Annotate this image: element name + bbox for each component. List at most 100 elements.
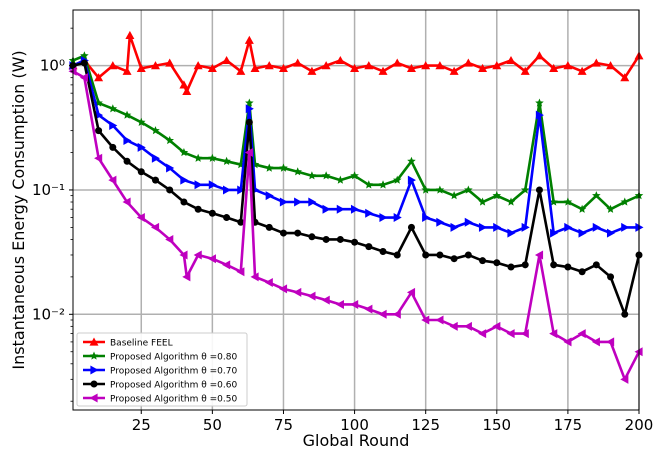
data-point: [478, 222, 488, 232]
data-point: [365, 208, 374, 218]
data-point: [449, 321, 458, 331]
x-tick-label: 100: [340, 416, 369, 434]
x-tick-label: 175: [554, 416, 583, 434]
data-point: [279, 229, 287, 237]
series-group: [68, 30, 644, 96]
data-point: [182, 86, 192, 96]
data-point: [577, 329, 586, 339]
data-point: [293, 287, 302, 297]
data-point: [151, 176, 159, 184]
data-point: [449, 66, 459, 75]
data-point: [108, 61, 118, 70]
x-axis-ticks: 25 50 75 100 125 150 175 200: [132, 410, 653, 434]
data-point: [222, 156, 231, 165]
data-point: [620, 374, 629, 384]
data-point: [534, 250, 544, 260]
y-tick-label: 10⁻¹: [32, 181, 65, 199]
data-point: [422, 251, 430, 259]
series-line: [72, 34, 641, 93]
data-point: [450, 255, 458, 263]
data-point: [549, 63, 559, 72]
data-point: [421, 61, 431, 70]
data-point: [392, 309, 401, 319]
data-point: [293, 58, 303, 67]
data-point: [563, 61, 573, 70]
data-point: [336, 175, 345, 184]
data-point: [577, 204, 587, 213]
plot-series: [68, 30, 644, 384]
data-point: [321, 295, 330, 305]
legend-box: [76, 332, 248, 407]
data-point: [350, 63, 360, 72]
data-point: [109, 120, 118, 130]
data-point: [193, 250, 202, 260]
data-point: [137, 142, 146, 152]
data-point: [535, 98, 544, 107]
data-point: [108, 175, 117, 185]
y-tick-label: 10⁻²: [32, 305, 65, 323]
data-point: [406, 63, 416, 72]
data-point: [123, 157, 131, 165]
data-point: [194, 180, 203, 190]
data-point: [278, 284, 288, 294]
legend-marker: [90, 380, 98, 388]
data-point: [180, 198, 188, 206]
data-point: [406, 287, 416, 297]
data-point: [150, 222, 160, 232]
data-point: [578, 268, 586, 276]
data-point: [393, 213, 402, 223]
data-point: [421, 315, 430, 325]
data-point: [606, 61, 616, 70]
data-point: [591, 58, 601, 67]
x-tick-label: 75: [274, 416, 293, 434]
data-point: [308, 197, 317, 207]
data-point: [244, 35, 254, 44]
legend-label: Proposed Algorithm θ =0.80: [110, 353, 237, 363]
data-point: [364, 180, 374, 189]
data-point: [307, 66, 317, 75]
data-point: [321, 61, 331, 70]
data-point: [95, 127, 103, 135]
data-point: [506, 197, 516, 206]
data-point: [549, 329, 558, 339]
data-point: [365, 243, 373, 251]
series-group: [68, 51, 644, 213]
data-point: [621, 222, 630, 232]
data-point: [549, 197, 558, 206]
data-point: [393, 251, 401, 259]
data-point: [122, 110, 132, 119]
data-point: [179, 148, 189, 157]
data-point: [534, 51, 544, 60]
data-point: [137, 168, 145, 176]
series-group: [69, 59, 643, 318]
data-point: [463, 58, 473, 67]
x-tick-label: 150: [482, 416, 511, 434]
data-point: [109, 143, 117, 151]
data-point: [350, 299, 359, 309]
data-point: [591, 337, 600, 347]
data-point: [245, 118, 253, 126]
series-line: [72, 61, 641, 316]
data-point: [592, 261, 600, 269]
legend-label: Proposed Algorithm θ =0.60: [110, 381, 237, 391]
series-line: [72, 59, 639, 235]
data-point: [563, 337, 572, 347]
data-point: [378, 180, 388, 189]
data-point: [125, 30, 135, 39]
data-point: [464, 185, 473, 194]
data-point: [521, 222, 530, 232]
data-point: [94, 153, 103, 163]
data-point: [407, 223, 415, 231]
data-point: [136, 63, 146, 72]
data-point: [563, 197, 573, 206]
data-point: [407, 156, 416, 165]
data-point: [492, 321, 501, 331]
data-point: [535, 110, 544, 120]
legend-marker: [89, 337, 99, 346]
legend-label: Proposed Algorithm θ =0.50: [110, 395, 237, 405]
data-point: [578, 228, 587, 238]
data-point: [244, 148, 253, 158]
x-tick-label: 50: [203, 416, 222, 434]
data-point: [422, 213, 431, 223]
